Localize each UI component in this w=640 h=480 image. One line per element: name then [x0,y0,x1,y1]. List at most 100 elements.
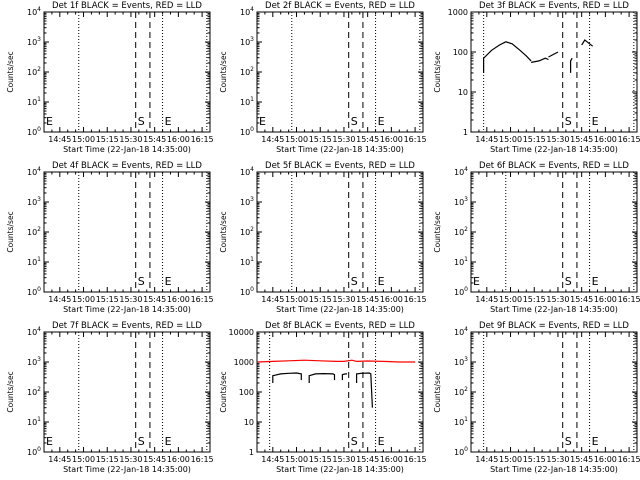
x-tick-label: 14:45 [475,455,498,464]
x-tick-label: 15:30 [546,295,569,304]
y-tick-label: 102 [27,226,41,237]
event-marker-label: E [378,275,385,288]
event-marker-label: S [351,435,358,448]
y-axis-label: Counts/sec [6,211,15,252]
y-tick-label: 100 [454,446,468,457]
chart-panel-2: Det 2f BLACK = Events, RED = LLD 100 101 10… [219,1,427,154]
x-tick-label: 15:45 [570,295,593,304]
series-line [569,57,573,73]
x-tick-label: 15:15 [309,135,332,144]
event-marker-label: E [592,435,599,448]
event-marker-label: S [565,435,572,448]
y-tick-label: 100 [27,126,41,137]
plot-frame [43,331,211,453]
y-tick-label: 104 [27,326,41,337]
x-tick-label: 16:15 [618,295,640,304]
x-tick-label: 15:00 [285,295,308,304]
y-tick-label: 104 [240,166,254,177]
x-axis-label: Start Time (22-Jan-18 14:35:00) [276,145,404,154]
x-axis-label: Start Time (22-Jan-18 14:35:00) [63,145,191,154]
x-tick-label: 14:45 [261,455,284,464]
x-tick-label: 15:00 [499,135,522,144]
x-tick-label: 15:00 [285,135,308,144]
x-tick-label: 16:15 [404,135,427,144]
x-tick-label: 15:15 [96,455,119,464]
x-tick-label: 15:45 [143,455,166,464]
y-axis-label: Counts/sec [433,51,442,92]
y-tick-label: 101 [27,416,41,427]
chart-title: Det 2f BLACK = Events, RED = LLD [265,1,415,11]
x-tick-label: 15:00 [499,295,522,304]
x-tick-label: 15:30 [119,135,142,144]
x-tick-label: 15:15 [523,295,546,304]
y-tick-label: 100 [454,286,468,297]
y-tick-label: 103 [240,36,254,47]
x-tick-label: 15:00 [72,295,95,304]
chart-panel-4: Det 4f BLACK = Events, RED = LLD 100 101 10… [6,161,214,314]
plot-frame [470,171,638,293]
x-tick-label: 16:15 [404,455,427,464]
x-tick-label: 15:15 [309,295,332,304]
chart-title: Det 3f BLACK = Events, RED = LLD [479,1,629,11]
y-axis-label: Counts/sec [433,371,442,412]
x-tick-label: 16:00 [594,295,617,304]
x-tick-label: 16:15 [618,135,640,144]
y-tick-label: 101 [454,256,468,267]
y-tick-label: 101 [454,416,468,427]
x-tick-label: 15:45 [570,455,593,464]
x-axis-label: Start Time (22-Jan-18 14:35:00) [63,305,191,314]
y-tick-label: 100 [239,388,254,397]
plot-frame [256,11,424,133]
event-marker-label: E [165,115,172,128]
event-marker-label: E [46,435,53,448]
chart-panel-7: Det 7f BLACK = Events, RED = LLD 100 101 10… [6,321,214,474]
x-tick-label: 16:15 [191,455,214,464]
event-marker-label: E [259,115,266,128]
y-tick-label: 103 [27,196,41,207]
x-tick-label: 15:00 [285,455,308,464]
event-marker-label: S [565,115,572,128]
event-marker-label: E [473,275,480,288]
y-tick-label: 102 [454,386,468,397]
y-tick-label: 101 [240,256,254,267]
event-marker-label: S [138,115,145,128]
x-tick-label: 15:30 [332,135,355,144]
y-tick-label: 104 [27,166,41,177]
y-tick-label: 10 [458,88,468,97]
y-tick-label: 103 [240,196,254,207]
y-tick-label: 103 [454,196,468,207]
y-tick-label: 1000 [448,8,468,17]
x-tick-label: 15:00 [499,455,522,464]
event-marker-label: S [351,275,358,288]
x-tick-label: 16:00 [380,455,403,464]
series-line [341,373,348,381]
series-line [581,39,594,47]
y-tick-label: 103 [454,356,468,367]
y-tick-label: 102 [240,226,254,237]
chart-panel-5: Det 5f BLACK = Events, RED = LLD 100 101 10… [219,161,427,314]
x-tick-label: 16:15 [404,295,427,304]
y-tick-label: 101 [27,256,41,267]
y-axis-label: Counts/sec [6,51,15,92]
x-tick-label: 14:45 [48,455,71,464]
y-tick-label: 102 [454,226,468,237]
y-axis-label: Counts/sec [433,211,442,252]
x-tick-label: 16:00 [380,135,403,144]
y-tick-label: 1 [249,448,254,457]
x-tick-label: 15:00 [72,135,95,144]
chart-panel-9: Det 9f BLACK = Events, RED = LLD 100 101 10… [433,321,640,474]
y-tick-label: 102 [27,66,41,77]
x-tick-label: 16:00 [380,295,403,304]
x-tick-label: 15:30 [332,295,355,304]
y-tick-label: 10 [244,418,254,427]
event-marker-label: E [378,435,385,448]
x-tick-label: 15:30 [332,455,355,464]
y-axis-label: Counts/sec [219,51,228,92]
event-marker-label: E [378,115,385,128]
x-tick-label: 15:45 [356,135,379,144]
event-marker-label: E [592,115,599,128]
x-tick-label: 14:45 [48,295,71,304]
x-tick-label: 14:45 [261,295,284,304]
plot-frame [470,11,638,133]
